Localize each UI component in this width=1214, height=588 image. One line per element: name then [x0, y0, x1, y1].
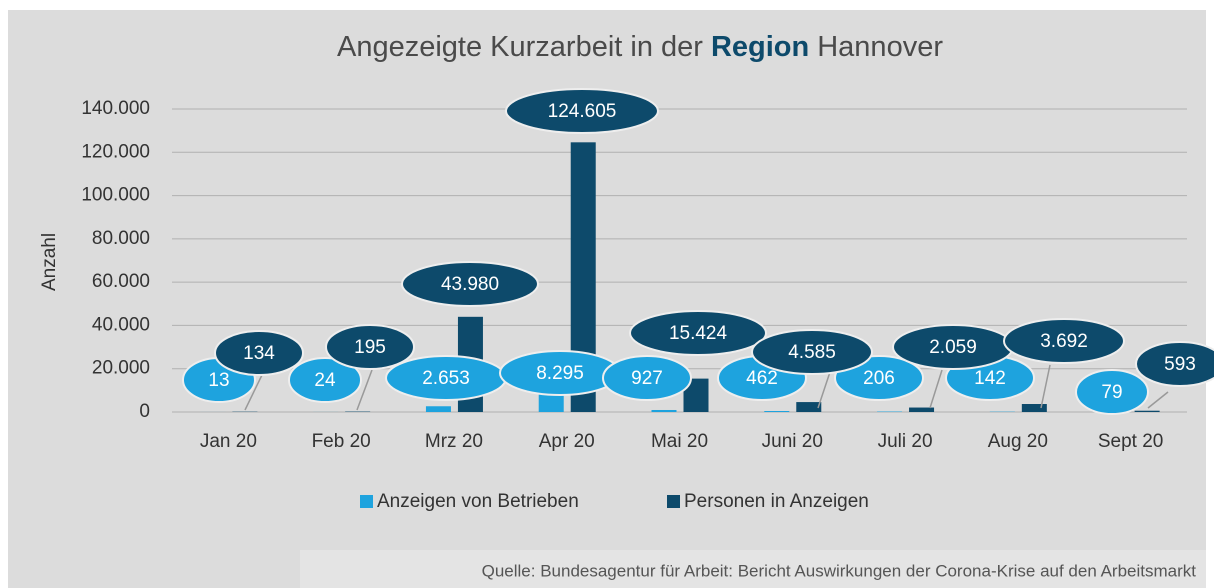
y-tick-label: 100.000: [81, 185, 150, 206]
label-bubble: [505, 88, 659, 134]
x-tick-label: Apr 20: [539, 431, 595, 452]
bar: [909, 407, 935, 412]
legend-label: Anzeigen von Betrieben: [377, 491, 579, 512]
x-tick-label: Juli 20: [878, 431, 933, 452]
label-bubble: [751, 329, 873, 375]
value-label: 206: [863, 368, 895, 389]
x-tick-label: Juni 20: [762, 431, 823, 452]
label-bubble: [214, 330, 304, 376]
value-label: 8.295: [536, 363, 584, 384]
value-label: 3.692: [1040, 331, 1088, 352]
bar: [425, 406, 451, 412]
x-tick-label: Jan 20: [200, 431, 257, 452]
value-label: 134: [243, 343, 275, 364]
y-axis-label: Anzahl: [39, 233, 60, 291]
value-label: 593: [1164, 354, 1196, 375]
value-label: 124.605: [548, 101, 617, 122]
label-bubble: [288, 357, 362, 403]
bar: [796, 402, 822, 412]
legend-swatch: [360, 495, 373, 508]
legend-swatch: [667, 495, 680, 508]
value-label: 43.980: [441, 274, 499, 295]
value-label: 24: [314, 370, 336, 391]
y-tick-label: 40.000: [92, 314, 150, 335]
chart-title: Angezeigte Kurzarbeit in der Region Hannov…: [337, 31, 943, 63]
leader-line: [929, 369, 943, 409]
legend-label: Personen in Anzeigen: [684, 491, 869, 512]
value-label: 4.585: [788, 342, 836, 363]
bar: [764, 411, 790, 412]
leader-line: [1147, 391, 1169, 409]
leader-line: [1040, 364, 1051, 409]
label-bubble: [401, 261, 539, 307]
value-label: 2.653: [422, 368, 470, 389]
value-label: 142: [974, 368, 1006, 389]
x-tick-label: Mai 20: [651, 431, 708, 452]
bar: [651, 409, 677, 412]
bar: [1134, 410, 1160, 412]
value-label: 15.424: [669, 323, 728, 344]
label-bubble: [629, 310, 767, 356]
value-label: 13: [208, 370, 229, 391]
label-bubble: [1075, 369, 1149, 415]
value-label: 927: [631, 368, 663, 389]
x-tick-label: Aug 20: [988, 431, 1048, 452]
leader-line: [244, 374, 263, 411]
y-tick-label: 20.000: [92, 358, 150, 379]
source: Quelle: Bundesagentur für Arbeit: Berich…: [482, 561, 1197, 580]
leader-line: [356, 369, 373, 411]
title-part: Angezeigte Kurzarbeit in der: [337, 31, 703, 63]
value-label: 462: [746, 368, 778, 389]
y-tick-label: 80.000: [92, 228, 150, 249]
y-tick-label: 140.000: [81, 98, 150, 119]
label-bubble: [602, 355, 692, 401]
y-tick-label: 120.000: [81, 141, 150, 162]
title-part: Region: [711, 31, 809, 63]
y-tick-label: 0: [139, 401, 150, 422]
leader-line: [817, 371, 831, 409]
source-box: [300, 550, 1206, 588]
label-bubble: [325, 324, 415, 370]
label-bubble: [1003, 318, 1125, 364]
x-tick-label: Feb 20: [312, 431, 371, 452]
value-label: 195: [354, 337, 386, 358]
value-label: 79: [1101, 382, 1122, 403]
y-tick-label: 60.000: [92, 271, 150, 292]
x-tick-label: Mrz 20: [425, 431, 483, 452]
bar: [538, 394, 564, 412]
title-part: Hannover: [817, 31, 943, 63]
bar: [1021, 404, 1047, 412]
x-tick-label: Sept 20: [1098, 431, 1164, 452]
value-label: 2.059: [929, 337, 977, 358]
label-bubble: [1135, 341, 1214, 387]
